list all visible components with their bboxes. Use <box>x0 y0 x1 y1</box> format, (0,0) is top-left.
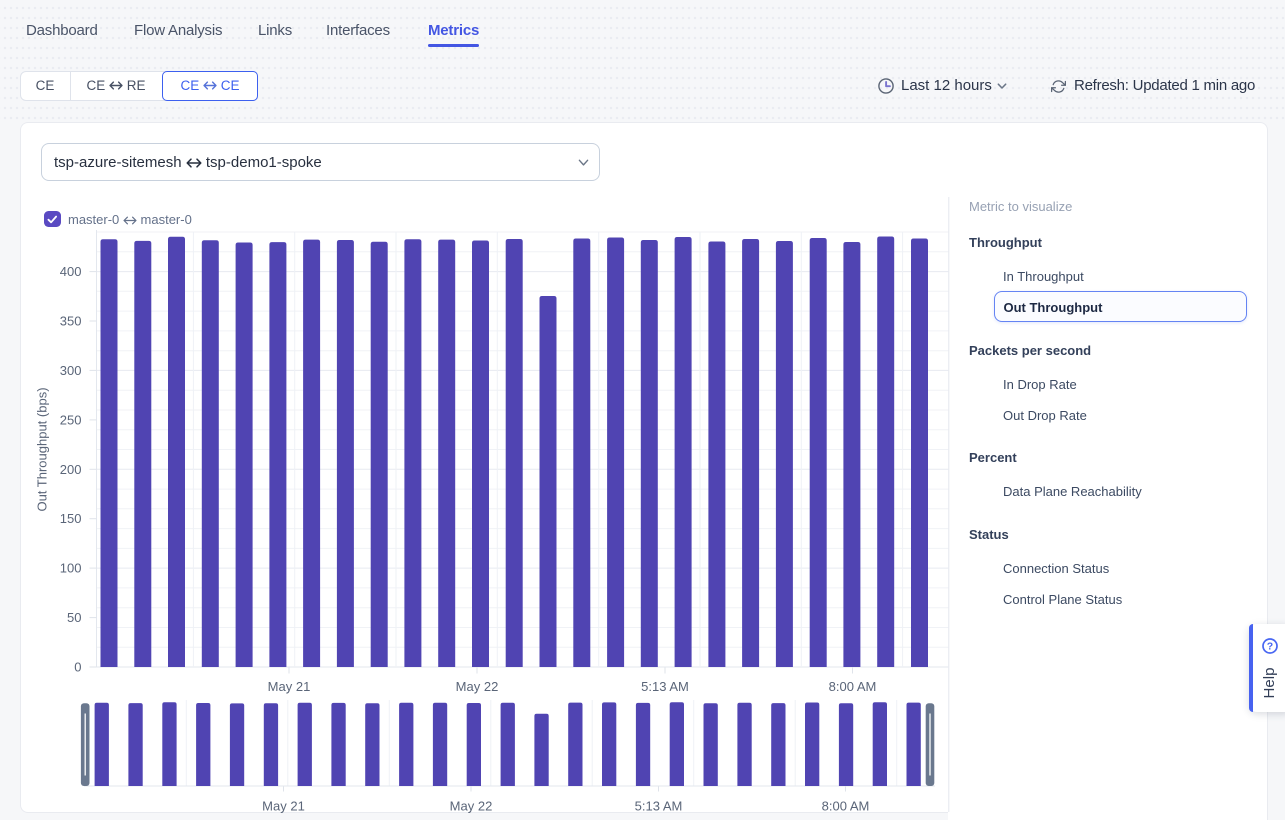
svg-text:5:13 AM: 5:13 AM <box>635 798 683 813</box>
svg-text:?: ? <box>1266 641 1272 653</box>
svg-text:5:13 AM: 5:13 AM <box>641 679 689 694</box>
svg-text:50: 50 <box>67 610 81 625</box>
svg-text:May 22: May 22 <box>450 798 493 813</box>
svg-text:0: 0 <box>74 660 81 675</box>
svg-text:8:00 AM: 8:00 AM <box>822 798 870 813</box>
svg-text:200: 200 <box>60 462 82 477</box>
svg-text:400: 400 <box>60 264 82 279</box>
svg-text:350: 350 <box>60 314 82 329</box>
svg-text:May 21: May 21 <box>268 679 311 694</box>
svg-text:250: 250 <box>60 412 82 427</box>
svg-text:8:00 AM: 8:00 AM <box>829 679 877 694</box>
svg-text:Out Throughput (bps): Out Throughput (bps) <box>35 387 50 511</box>
svg-text:May 22: May 22 <box>456 679 499 694</box>
svg-text:300: 300 <box>60 363 82 378</box>
svg-text:May 21: May 21 <box>262 798 305 813</box>
svg-text:150: 150 <box>60 511 82 526</box>
svg-text:100: 100 <box>60 561 82 576</box>
